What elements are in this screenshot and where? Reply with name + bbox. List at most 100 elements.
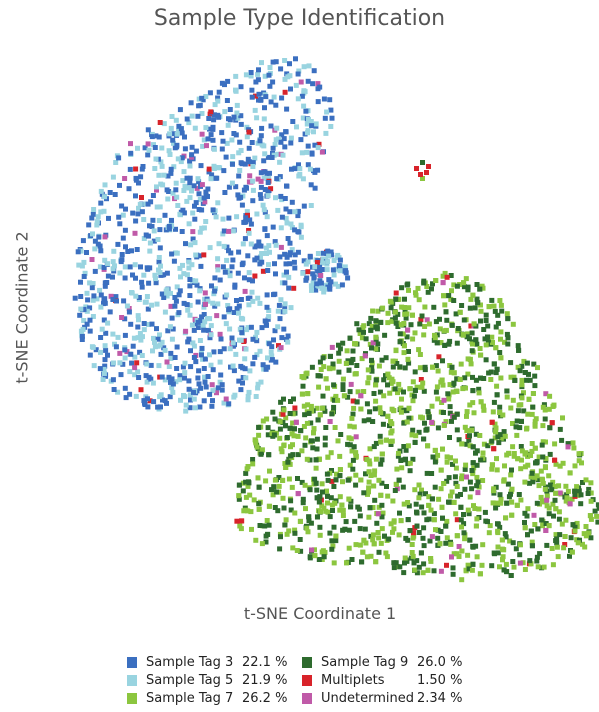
point-multiplets <box>246 228 252 233</box>
point-sample-tag-7 <box>416 495 422 501</box>
point-sample-tag-9 <box>549 487 555 493</box>
point-sample-tag-3 <box>263 366 269 372</box>
point-sample-tag-7 <box>498 500 504 506</box>
point-sample-tag-5 <box>227 326 233 332</box>
point-sample-tag-7 <box>519 395 525 401</box>
point-sample-tag-5 <box>197 338 203 343</box>
point-sample-tag-7 <box>567 470 573 476</box>
point-sample-tag-3 <box>337 257 343 263</box>
point-sample-tag-9 <box>485 519 490 525</box>
point-sample-tag-9 <box>278 399 284 405</box>
point-sample-tag-7 <box>401 501 407 507</box>
point-sample-tag-3 <box>159 374 165 380</box>
point-sample-tag-3 <box>303 108 309 114</box>
point-sample-tag-7 <box>426 502 432 508</box>
point-sample-tag-9 <box>362 526 368 532</box>
point-undetermined <box>327 419 333 424</box>
point-sample-tag-7 <box>495 528 501 534</box>
point-sample-tag-3 <box>102 357 108 363</box>
point-sample-tag-7 <box>480 450 486 456</box>
point-sample-tag-9 <box>517 368 523 374</box>
point-sample-tag-5 <box>211 163 217 169</box>
point-sample-tag-7 <box>366 485 372 491</box>
point-multiplets <box>260 268 266 274</box>
point-sample-tag-9 <box>320 393 326 399</box>
point-sample-tag-3 <box>249 94 255 100</box>
point-sample-tag-3 <box>220 138 226 144</box>
point-sample-tag-9 <box>265 425 271 431</box>
point-sample-tag-5 <box>216 165 221 170</box>
point-sample-tag-9 <box>572 492 578 498</box>
point-sample-tag-3 <box>126 186 132 192</box>
point-sample-tag-7 <box>435 368 441 374</box>
point-sample-tag-9 <box>447 435 452 440</box>
point-sample-tag-3 <box>287 61 292 67</box>
point-sample-tag-9 <box>288 498 294 504</box>
point-sample-tag-3 <box>116 214 122 220</box>
point-undetermined <box>278 244 284 250</box>
point-sample-tag-7 <box>420 415 425 421</box>
point-sample-tag-5 <box>95 214 101 220</box>
point-sample-tag-5 <box>282 301 288 307</box>
point-sample-tag-3 <box>235 270 241 276</box>
point-sample-tag-5 <box>156 255 162 260</box>
point-sample-tag-5 <box>255 295 261 301</box>
point-sample-tag-9 <box>350 457 356 463</box>
point-sample-tag-7 <box>397 387 403 393</box>
point-sample-tag-3 <box>172 303 178 309</box>
point-sample-tag-3 <box>192 203 197 209</box>
point-sample-tag-3 <box>197 404 203 410</box>
point-sample-tag-3 <box>242 219 248 225</box>
point-sample-tag-3 <box>128 150 134 156</box>
point-sample-tag-5 <box>254 211 260 217</box>
point-sample-tag-9 <box>461 530 467 536</box>
point-sample-tag-9 <box>404 282 410 288</box>
point-sample-tag-7 <box>367 446 373 452</box>
point-sample-tag-9 <box>438 529 444 534</box>
point-sample-tag-7 <box>543 456 549 461</box>
point-sample-tag-5 <box>161 121 167 127</box>
point-sample-tag-3 <box>233 184 239 190</box>
point-sample-tag-7 <box>588 516 594 522</box>
point-sample-tag-5 <box>97 264 103 270</box>
point-sample-tag-7 <box>465 507 471 513</box>
point-sample-tag-3 <box>173 298 179 304</box>
point-sample-tag-7 <box>410 398 416 404</box>
point-sample-tag-9 <box>350 411 356 417</box>
point-sample-tag-5 <box>296 68 302 74</box>
point-sample-tag-9 <box>485 337 491 343</box>
point-sample-tag-3 <box>321 96 327 102</box>
point-sample-tag-9 <box>371 391 377 396</box>
legend-swatch <box>302 693 312 704</box>
point-sample-tag-7 <box>463 385 468 391</box>
point-sample-tag-3 <box>117 221 123 227</box>
point-sample-tag-3 <box>256 91 262 97</box>
point-sample-tag-7 <box>412 567 418 573</box>
point-sample-tag-9 <box>568 535 574 541</box>
point-sample-tag-5 <box>210 300 216 306</box>
point-sample-tag-3 <box>87 317 93 323</box>
point-sample-tag-5 <box>153 156 159 162</box>
point-sample-tag-5 <box>213 214 219 220</box>
point-sample-tag-3 <box>317 264 323 270</box>
point-sample-tag-5 <box>247 368 253 374</box>
point-undetermined <box>309 547 315 553</box>
point-sample-tag-7 <box>465 331 471 337</box>
point-sample-tag-3 <box>195 113 201 119</box>
point-sample-tag-5 <box>242 356 248 362</box>
point-sample-tag-9 <box>473 450 478 456</box>
point-multiplets <box>424 170 429 175</box>
point-sample-tag-3 <box>248 70 254 75</box>
point-sample-tag-3 <box>217 349 223 355</box>
point-sample-tag-3 <box>130 272 135 278</box>
point-sample-tag-3 <box>218 336 224 342</box>
point-sample-tag-7 <box>587 513 593 519</box>
point-sample-tag-3 <box>145 306 151 312</box>
point-sample-tag-9 <box>355 504 361 510</box>
point-sample-tag-3 <box>122 275 128 281</box>
point-sample-tag-7 <box>467 356 473 362</box>
point-sample-tag-5 <box>173 180 179 186</box>
point-sample-tag-9 <box>377 433 383 439</box>
point-sample-tag-9 <box>539 517 545 523</box>
point-sample-tag-3 <box>322 115 328 121</box>
